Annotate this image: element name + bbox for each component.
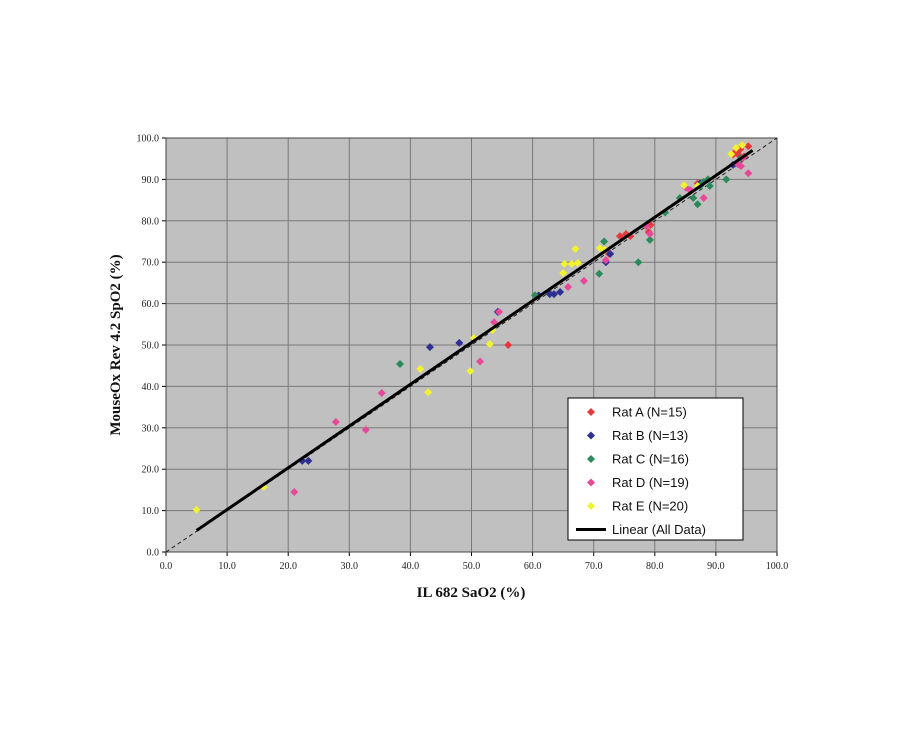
plot-border <box>165 137 778 553</box>
x-tick-label: 90.0 <box>707 561 725 572</box>
legend-swatch <box>587 478 595 487</box>
data-point <box>738 141 747 150</box>
data-point <box>573 259 582 268</box>
data-point <box>744 142 753 151</box>
legend-box <box>567 397 744 541</box>
y-tick-label: 70.0 <box>142 258 160 269</box>
x-tick-label: 60.0 <box>524 561 542 572</box>
data-point <box>494 307 503 316</box>
x-tick-label: 10.0 <box>218 561 236 572</box>
y-tick-label: 80.0 <box>142 216 160 227</box>
x-tick-label: 30.0 <box>341 561 359 572</box>
data-point <box>579 276 588 285</box>
data-point <box>705 182 714 191</box>
x-tick-label: 80.0 <box>646 561 664 572</box>
y-tick-label: 100.0 <box>137 134 160 145</box>
data-point <box>549 290 558 299</box>
data-point <box>466 367 475 376</box>
data-point <box>455 338 464 347</box>
data-point <box>504 341 513 349</box>
data-point <box>601 256 610 265</box>
legend-swatch <box>587 431 595 440</box>
data-point <box>559 268 568 277</box>
x-tick-label: 100.0 <box>766 561 789 572</box>
legend-swatch <box>587 408 595 416</box>
y-tick-label: 0.0 <box>147 548 160 559</box>
data-point <box>567 259 576 268</box>
data-point <box>600 237 609 246</box>
data-point <box>634 258 643 267</box>
legend-label: Rat D (N=19) <box>612 475 689 490</box>
data-point <box>564 283 573 292</box>
x-tick-label: 20.0 <box>279 561 297 572</box>
trend-line <box>195 149 754 532</box>
data-point <box>645 235 654 244</box>
data-point <box>556 288 565 297</box>
data-point <box>485 340 494 349</box>
data-point <box>476 357 485 366</box>
data-point <box>727 150 736 159</box>
x-tick-label: 70.0 <box>585 561 603 572</box>
data-point <box>736 162 745 171</box>
data-point <box>689 194 698 203</box>
y-axis-title: MouseOx Rev 4.2 SpO2 (%) <box>108 254 124 435</box>
data-point <box>606 249 615 258</box>
legend-label: Rat B (N=13) <box>612 428 688 443</box>
y-tick-label: 90.0 <box>142 175 160 186</box>
x-axis-title: IL 682 SaO2 (%) <box>417 585 526 601</box>
y-tick-label: 60.0 <box>142 299 160 310</box>
data-point <box>425 343 434 352</box>
y-tick-label: 30.0 <box>142 423 160 434</box>
x-tick-label: 0.0 <box>160 561 173 572</box>
data-point <box>571 244 580 253</box>
legend-swatch <box>587 455 595 463</box>
legend-label: Rat C (N=16) <box>612 452 689 467</box>
data-point <box>304 456 313 465</box>
legend-label: Rat E (N=20) <box>612 499 688 514</box>
legend-swatch <box>587 502 595 510</box>
data-point <box>744 169 753 178</box>
y-tick-label: 10.0 <box>142 506 160 517</box>
y-tick-label: 50.0 <box>142 341 160 352</box>
data-point <box>331 418 340 427</box>
data-point <box>680 181 689 190</box>
data-point <box>361 425 370 434</box>
data-point <box>424 388 433 397</box>
data-point <box>377 389 386 398</box>
data-point <box>693 200 702 209</box>
x-tick-label: 50.0 <box>463 561 481 572</box>
data-point <box>699 194 708 203</box>
data-point <box>192 505 201 514</box>
data-point <box>645 230 654 239</box>
data-point <box>290 487 299 496</box>
legend-label: Rat A (N=15) <box>612 405 687 420</box>
data-point <box>595 269 604 278</box>
data-point <box>722 175 731 184</box>
data-point <box>732 143 741 152</box>
data-point <box>560 259 569 268</box>
data-point <box>396 360 405 369</box>
y-tick-label: 20.0 <box>142 465 160 476</box>
data-point <box>416 365 425 374</box>
x-tick-label: 40.0 <box>402 561 420 572</box>
legend-label: Linear (All Data) <box>612 522 706 537</box>
y-tick-label: 40.0 <box>142 382 160 393</box>
